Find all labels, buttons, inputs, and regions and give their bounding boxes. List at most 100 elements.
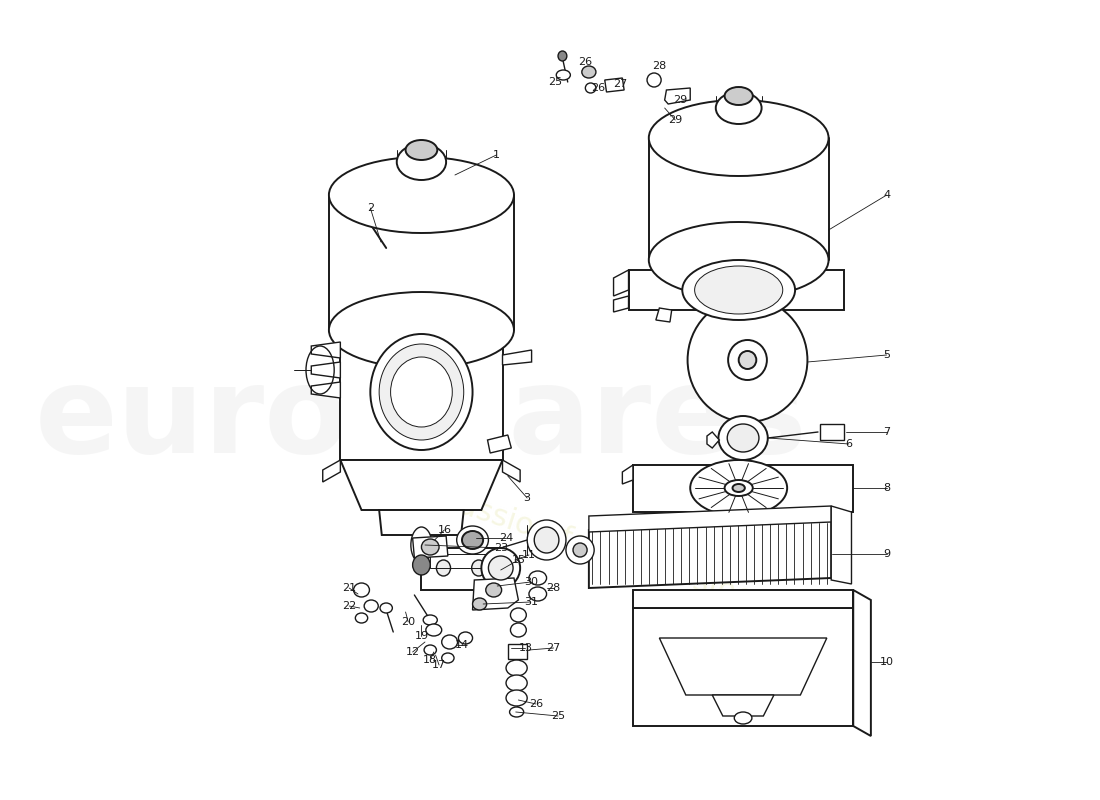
Ellipse shape	[558, 51, 566, 61]
Text: 25: 25	[551, 711, 565, 721]
Polygon shape	[832, 506, 851, 584]
Ellipse shape	[690, 460, 788, 516]
Bar	[508, 644, 527, 659]
Text: 27: 27	[614, 79, 628, 89]
Polygon shape	[659, 638, 827, 695]
Ellipse shape	[473, 598, 486, 610]
Text: 7: 7	[883, 427, 890, 437]
Ellipse shape	[725, 87, 752, 105]
Ellipse shape	[649, 100, 828, 176]
Polygon shape	[605, 78, 624, 92]
Polygon shape	[487, 435, 512, 453]
Ellipse shape	[739, 351, 757, 369]
Ellipse shape	[566, 536, 594, 564]
Ellipse shape	[442, 653, 454, 663]
Text: 5: 5	[883, 350, 890, 360]
Ellipse shape	[733, 484, 745, 492]
Ellipse shape	[329, 292, 514, 368]
Ellipse shape	[716, 92, 761, 124]
Ellipse shape	[694, 266, 783, 314]
Polygon shape	[588, 520, 832, 588]
Ellipse shape	[456, 526, 488, 554]
Text: 30: 30	[524, 577, 538, 587]
Ellipse shape	[364, 600, 378, 612]
Text: 20: 20	[402, 617, 416, 627]
Ellipse shape	[509, 707, 524, 717]
Polygon shape	[632, 608, 854, 726]
Ellipse shape	[390, 357, 452, 427]
Text: eurospares: eurospares	[35, 362, 807, 478]
Ellipse shape	[459, 632, 473, 644]
Ellipse shape	[510, 623, 526, 637]
Text: 3: 3	[524, 493, 530, 503]
Text: 29: 29	[668, 115, 682, 125]
Ellipse shape	[482, 548, 520, 588]
Ellipse shape	[462, 531, 483, 549]
Text: 6: 6	[845, 439, 853, 449]
Ellipse shape	[379, 603, 393, 613]
Polygon shape	[820, 424, 845, 440]
Ellipse shape	[527, 520, 566, 560]
Text: 8: 8	[883, 483, 890, 493]
Text: 11: 11	[522, 550, 536, 560]
Polygon shape	[473, 578, 518, 610]
Ellipse shape	[649, 222, 828, 298]
Text: 17: 17	[432, 660, 447, 670]
Polygon shape	[311, 362, 340, 378]
Text: 25: 25	[548, 77, 562, 87]
Ellipse shape	[421, 539, 439, 555]
Ellipse shape	[424, 615, 438, 625]
Text: 10: 10	[880, 657, 893, 667]
Ellipse shape	[355, 613, 367, 623]
Text: 14: 14	[455, 640, 469, 650]
Text: 28: 28	[547, 583, 561, 593]
Text: 2: 2	[366, 203, 374, 213]
Polygon shape	[854, 590, 871, 736]
Polygon shape	[707, 432, 719, 448]
Ellipse shape	[371, 334, 473, 450]
Polygon shape	[632, 465, 854, 512]
Ellipse shape	[582, 66, 596, 78]
Ellipse shape	[437, 560, 451, 576]
Text: 1: 1	[493, 150, 499, 160]
Ellipse shape	[397, 144, 447, 180]
Ellipse shape	[353, 583, 370, 597]
Polygon shape	[628, 270, 845, 310]
Text: 24: 24	[499, 533, 514, 543]
Ellipse shape	[426, 624, 442, 636]
Text: 26: 26	[579, 57, 593, 67]
Ellipse shape	[725, 480, 752, 496]
Text: 18: 18	[424, 655, 438, 665]
Text: 15: 15	[512, 555, 526, 565]
Ellipse shape	[442, 635, 458, 649]
Ellipse shape	[510, 608, 526, 622]
Ellipse shape	[585, 83, 596, 93]
Polygon shape	[503, 460, 520, 482]
Polygon shape	[656, 308, 672, 322]
Ellipse shape	[727, 424, 759, 452]
Text: 23: 23	[494, 543, 508, 553]
Polygon shape	[500, 548, 514, 598]
Text: 9: 9	[883, 549, 890, 559]
Polygon shape	[340, 330, 503, 460]
Text: 19: 19	[415, 631, 429, 641]
Ellipse shape	[735, 712, 752, 724]
Polygon shape	[311, 342, 340, 358]
Text: 21: 21	[342, 583, 356, 593]
Ellipse shape	[529, 587, 547, 601]
Polygon shape	[614, 270, 628, 296]
Ellipse shape	[557, 70, 571, 80]
Ellipse shape	[535, 527, 559, 553]
Polygon shape	[379, 510, 464, 535]
Text: 27: 27	[547, 643, 561, 653]
Text: 28: 28	[652, 61, 667, 71]
Polygon shape	[664, 88, 690, 104]
Ellipse shape	[647, 73, 661, 87]
Ellipse shape	[682, 260, 795, 320]
Polygon shape	[588, 506, 832, 532]
Text: 12: 12	[406, 647, 420, 657]
Text: 22: 22	[342, 601, 356, 611]
Polygon shape	[632, 590, 854, 608]
Ellipse shape	[406, 140, 438, 160]
Ellipse shape	[486, 583, 502, 597]
